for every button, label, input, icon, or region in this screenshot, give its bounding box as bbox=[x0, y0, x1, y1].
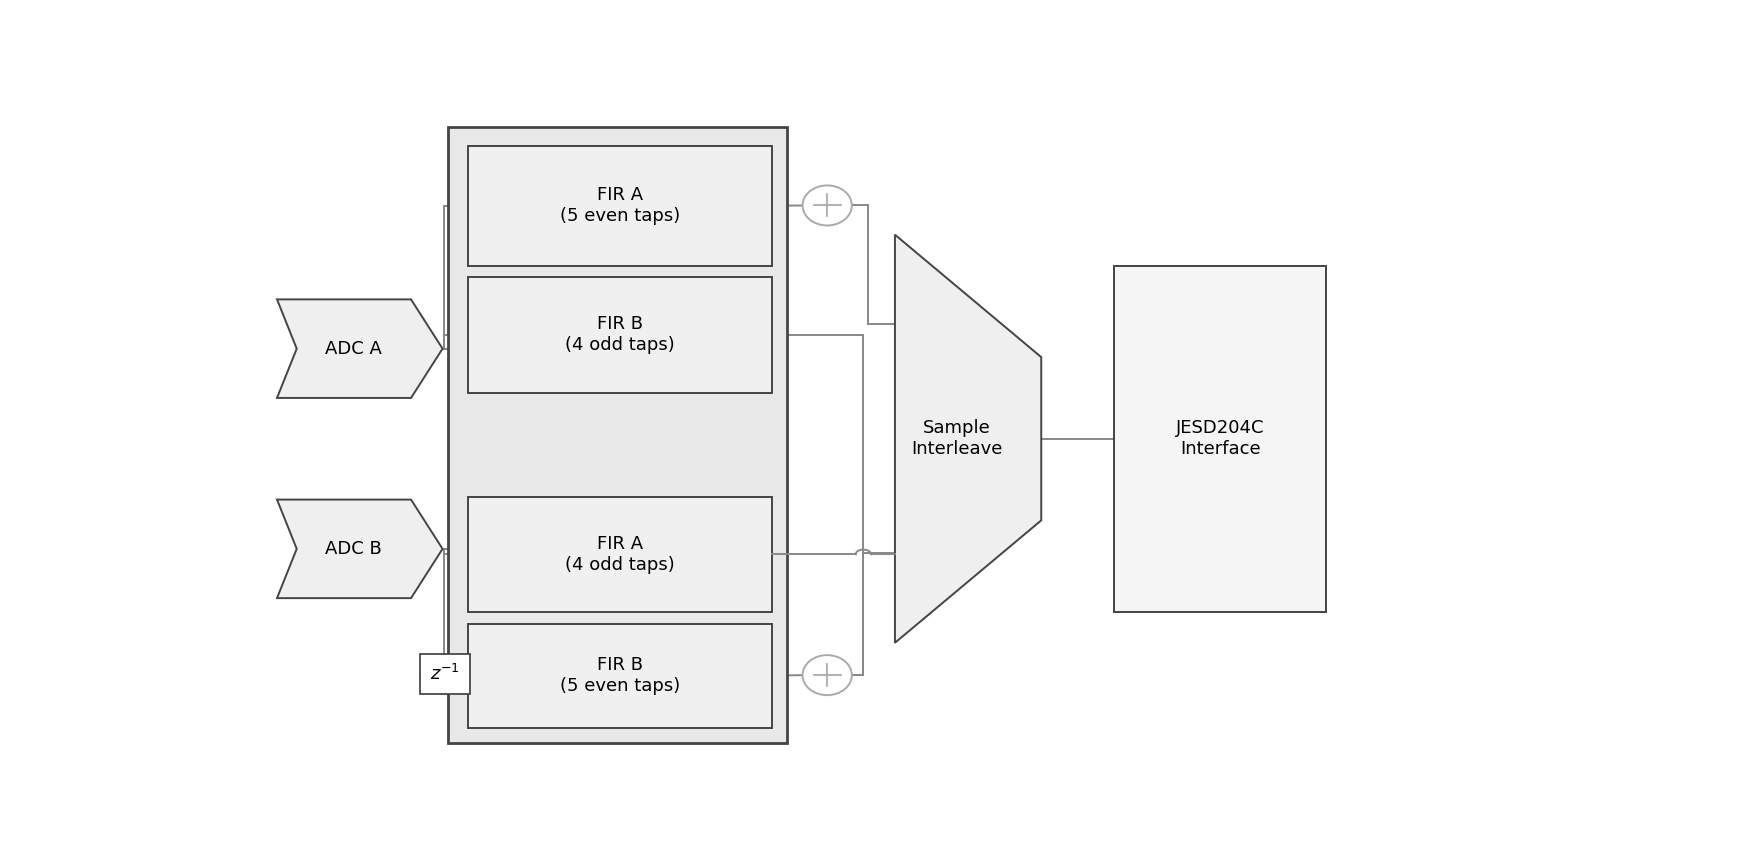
Text: FIR A
(5 even taps): FIR A (5 even taps) bbox=[559, 187, 679, 225]
Text: FIR B
(5 even taps): FIR B (5 even taps) bbox=[559, 657, 679, 695]
Bar bbox=[467, 146, 771, 266]
Bar bbox=[448, 127, 787, 743]
Ellipse shape bbox=[803, 655, 852, 695]
Text: Sample
Interleave: Sample Interleave bbox=[910, 420, 1002, 458]
Polygon shape bbox=[277, 500, 443, 598]
Bar bbox=[467, 497, 771, 612]
Ellipse shape bbox=[803, 185, 852, 226]
Text: $z^{-1}$: $z^{-1}$ bbox=[430, 664, 459, 684]
Text: ADC B: ADC B bbox=[325, 540, 383, 558]
Text: ADC A: ADC A bbox=[325, 340, 383, 357]
Text: FIR A
(4 odd taps): FIR A (4 odd taps) bbox=[564, 535, 674, 573]
Text: FIR B
(4 odd taps): FIR B (4 odd taps) bbox=[564, 316, 674, 354]
Bar bbox=[420, 654, 469, 695]
Bar bbox=[467, 624, 771, 727]
Polygon shape bbox=[894, 234, 1041, 643]
Text: PFIR Block: PFIR Block bbox=[572, 439, 663, 458]
Bar bbox=[467, 277, 771, 393]
Bar bbox=[1113, 266, 1325, 612]
Polygon shape bbox=[277, 299, 443, 398]
Text: JESD204C
Interface: JESD204C Interface bbox=[1175, 420, 1263, 458]
